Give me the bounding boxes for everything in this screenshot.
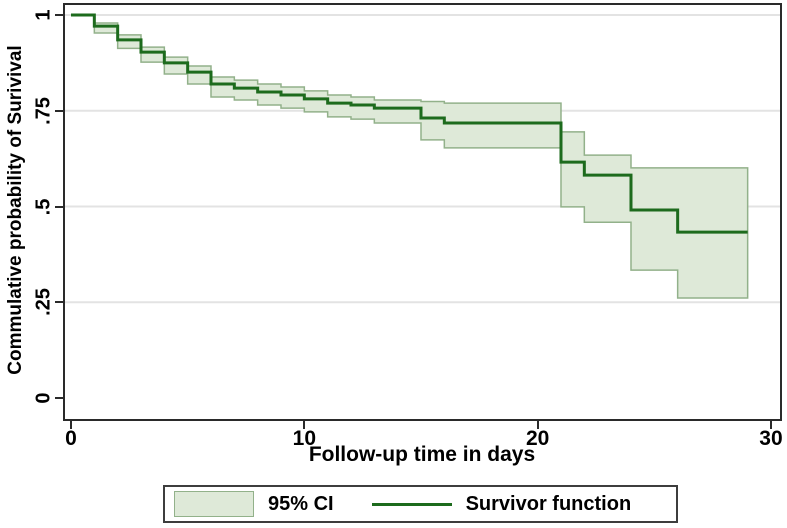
y-tick <box>55 14 63 16</box>
x-axis-title: Follow-up time in days <box>308 443 536 466</box>
y-tick <box>55 301 63 304</box>
y-tick <box>55 205 63 208</box>
x-tick-label: 10 <box>292 427 317 450</box>
y-tick-label: 0 <box>32 392 55 404</box>
legend-ci-label: 95% CI <box>268 492 334 515</box>
legend-line-label: Survivor function <box>465 492 632 515</box>
x-tick-label: 0 <box>65 427 77 450</box>
x-tick <box>70 421 72 429</box>
y-tick <box>55 397 63 399</box>
x-tick <box>536 421 539 429</box>
y-tick-label: .5 <box>32 198 55 215</box>
y-tick <box>55 109 63 112</box>
x-tick-label: 20 <box>525 427 550 450</box>
y-axis-title: Commulative probability of Surivival <box>5 45 26 375</box>
legend: 95% CI Survivor function <box>163 485 678 523</box>
x-tick <box>769 421 772 429</box>
survival-chart-svg <box>65 13 780 304</box>
survivor-line-swatch <box>371 502 452 506</box>
survivor-line <box>71 13 748 234</box>
y-tick-label: .25 <box>32 288 55 317</box>
ci-band <box>93 22 749 299</box>
y-tick-label: 1 <box>32 9 55 21</box>
ci-band-swatch <box>174 491 254 517</box>
plot-area <box>63 3 782 421</box>
x-tick-label: 30 <box>759 427 783 450</box>
y-tick-label: .75 <box>32 96 55 125</box>
x-tick <box>303 421 306 429</box>
